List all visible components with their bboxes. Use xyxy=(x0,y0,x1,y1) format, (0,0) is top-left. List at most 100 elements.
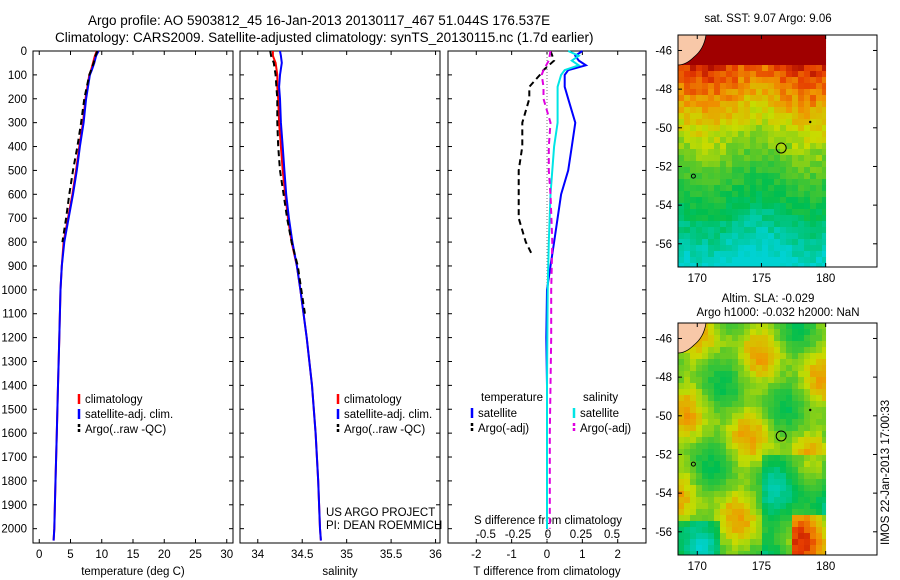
heatmap-cell xyxy=(822,365,827,372)
heatmap-cell xyxy=(738,491,745,498)
heatmap-cell xyxy=(762,197,769,204)
heatmap-cell xyxy=(690,449,697,456)
heatmap-cell xyxy=(690,359,697,366)
heatmap-cell xyxy=(702,71,709,78)
heatmap-cell xyxy=(714,335,721,342)
heatmap-cell xyxy=(768,353,775,360)
heatmap-cell xyxy=(762,383,769,390)
heatmap-cell xyxy=(690,155,697,162)
heatmap-cell xyxy=(684,443,691,450)
heatmap-cell xyxy=(810,215,817,222)
heatmap-cell xyxy=(744,215,751,222)
heatmap-cell xyxy=(756,251,763,258)
heatmap-cell xyxy=(774,185,781,192)
heatmap-cell xyxy=(702,221,709,228)
heatmap-cell xyxy=(744,533,751,540)
heatmap-cell xyxy=(786,263,793,268)
heatmap-cell xyxy=(762,515,769,522)
heatmap-cell xyxy=(696,383,703,390)
heatmap-cell xyxy=(798,473,805,480)
heatmap-cell xyxy=(750,479,757,486)
heatmap-cell xyxy=(732,131,739,138)
heatmap-cell xyxy=(696,347,703,354)
heatmap-cell xyxy=(804,41,811,48)
heatmap-cell xyxy=(738,251,745,258)
heatmap-cell xyxy=(714,425,721,432)
heatmap-cell xyxy=(726,401,733,408)
heatmap-cell xyxy=(678,263,685,268)
heatmap-cell xyxy=(762,539,769,546)
heatmap-cell xyxy=(684,149,691,156)
heatmap-cell xyxy=(768,551,775,556)
heatmap-cell xyxy=(696,455,703,462)
heatmap-cell xyxy=(678,365,685,372)
heatmap-cell xyxy=(750,323,757,330)
heatmap-cell xyxy=(822,95,827,102)
heatmap-cell xyxy=(774,359,781,366)
heatmap-cell xyxy=(744,371,751,378)
heatmap-cell xyxy=(720,341,727,348)
heatmap-cell xyxy=(768,53,775,60)
heatmap-cell xyxy=(702,77,709,84)
heatmap-cell xyxy=(738,65,745,72)
heatmap-cell xyxy=(756,461,763,468)
heatmap-cell xyxy=(810,539,817,546)
heatmap-cell xyxy=(792,497,799,504)
heatmap-cell xyxy=(702,47,709,54)
heatmap-cell xyxy=(816,179,823,186)
heatmap-cell xyxy=(720,65,727,72)
heatmap-cell xyxy=(786,527,793,534)
heatmap-cell xyxy=(780,101,787,108)
heatmap-cell xyxy=(750,383,757,390)
heatmap-cell xyxy=(762,245,769,252)
heatmap-cell xyxy=(780,527,787,534)
heatmap-cell xyxy=(720,377,727,384)
x-tick-label: 180 xyxy=(816,561,835,573)
heatmap-cell xyxy=(696,437,703,444)
heatmap-cell xyxy=(774,473,781,480)
heatmap-cell xyxy=(750,161,757,168)
heatmap-cell xyxy=(822,215,827,222)
heatmap-cell xyxy=(738,449,745,456)
heatmap-cell xyxy=(810,161,817,168)
heatmap-cell xyxy=(816,389,823,396)
heatmap-cell xyxy=(750,359,757,366)
heatmap-cell xyxy=(786,131,793,138)
heatmap-cell xyxy=(696,467,703,474)
heatmap-cell xyxy=(720,179,727,186)
island-marker xyxy=(690,461,696,467)
heatmap-cell xyxy=(678,389,685,396)
heatmap-cell xyxy=(696,179,703,186)
heatmap-cell xyxy=(702,149,709,156)
heatmap-cell xyxy=(768,467,775,474)
heatmap-cell xyxy=(678,479,685,486)
heatmap-cell xyxy=(732,395,739,402)
x-tick-label: 170 xyxy=(688,561,707,573)
heatmap-cell xyxy=(756,107,763,114)
heatmap-cell xyxy=(702,263,709,268)
heatmap-cell xyxy=(792,41,799,48)
heatmap-cell xyxy=(714,473,721,480)
heatmap-cell xyxy=(696,497,703,504)
heatmap-cell xyxy=(744,413,751,420)
heatmap-cell xyxy=(702,359,709,366)
heatmap-cell xyxy=(780,509,787,516)
heatmap-cell xyxy=(750,41,757,48)
heatmap-cell xyxy=(726,53,733,60)
heatmap-cell xyxy=(774,431,781,438)
heatmap-cell xyxy=(720,197,727,204)
heatmap-cell xyxy=(708,539,715,546)
heatmap-cell xyxy=(726,473,733,480)
heatmap-cell xyxy=(702,329,709,336)
heatmap-cell xyxy=(768,71,775,78)
heatmap-cell xyxy=(756,383,763,390)
heatmap-cell xyxy=(744,263,751,268)
heatmap-cell xyxy=(768,515,775,522)
heatmap-cell xyxy=(804,545,811,552)
heatmap-cell xyxy=(720,359,727,366)
heatmap-cell xyxy=(678,149,685,156)
heatmap-cell xyxy=(732,341,739,348)
heatmap-cell xyxy=(822,443,827,450)
heatmap-cell xyxy=(750,125,757,132)
heatmap-cell xyxy=(738,221,745,228)
